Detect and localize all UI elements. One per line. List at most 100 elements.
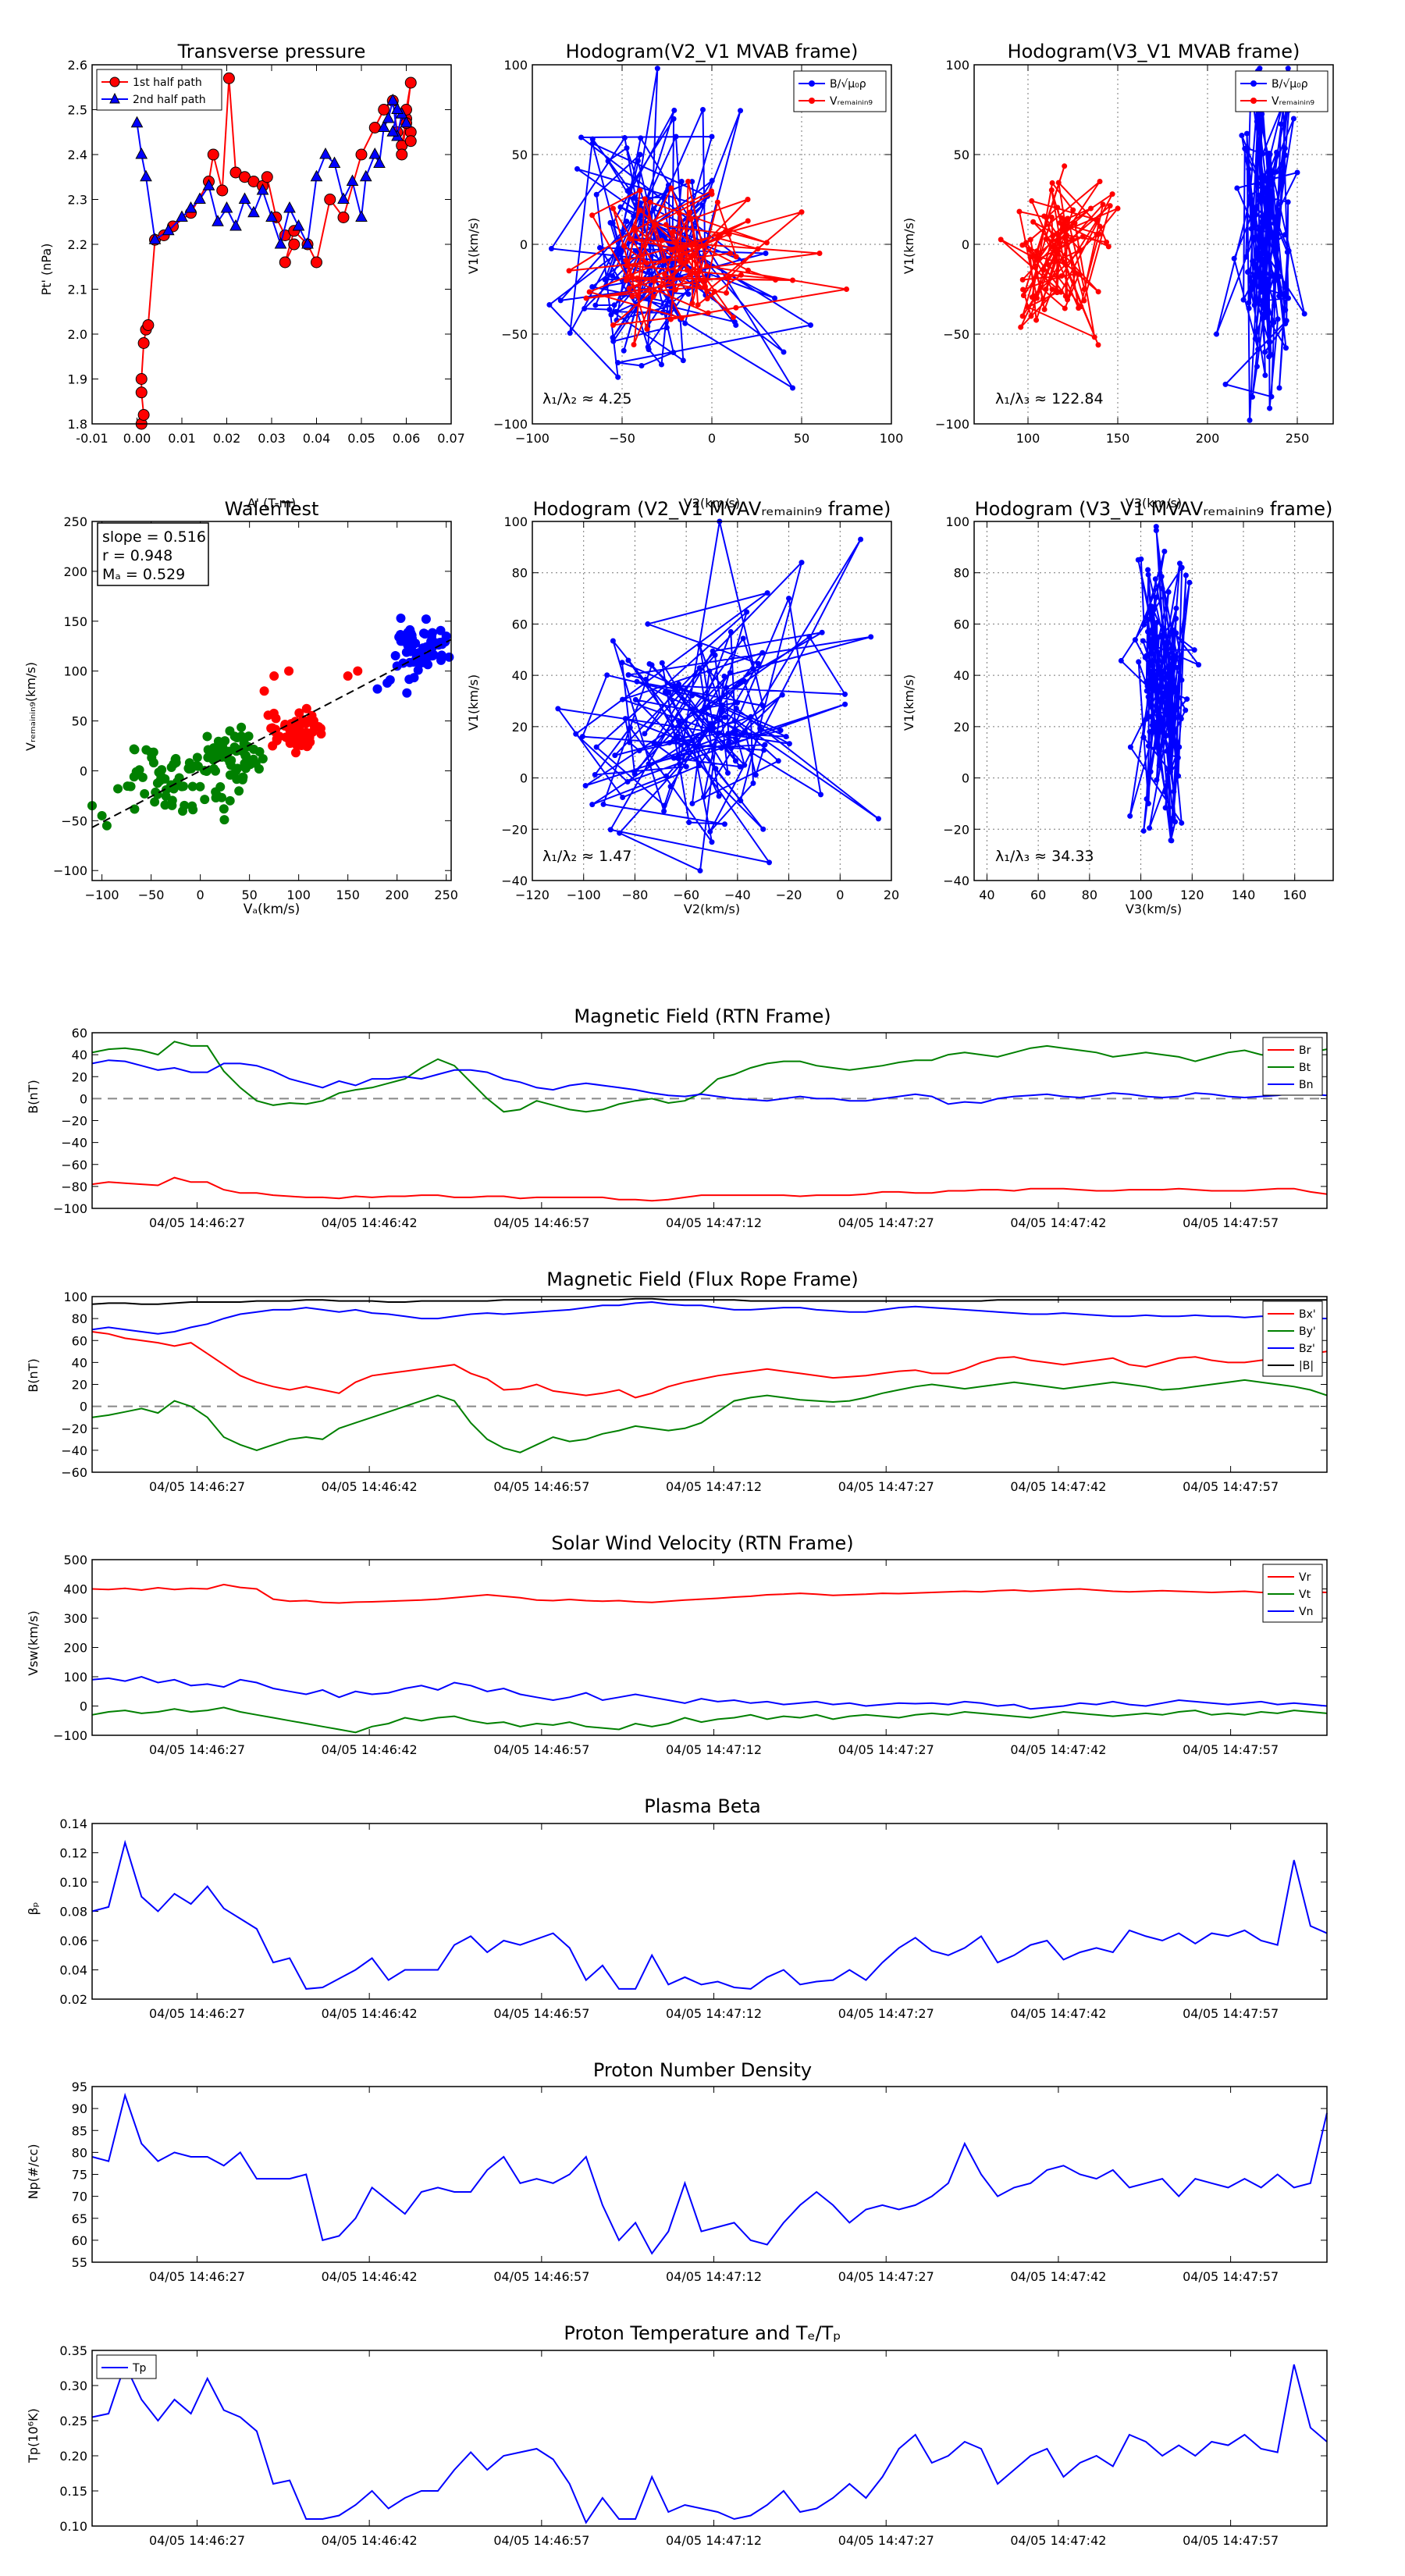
data-point	[130, 804, 140, 814]
data-point	[582, 305, 588, 311]
data-point	[671, 107, 678, 113]
data-point	[696, 665, 702, 671]
legend-label: B/√μ₀ρ	[1272, 78, 1308, 91]
data-point	[1081, 297, 1087, 304]
data-point	[706, 668, 713, 674]
data-point	[651, 221, 657, 227]
data-point	[428, 628, 438, 638]
x-axis-label: V3(km/s)	[1126, 902, 1182, 916]
data-point	[1072, 220, 1078, 226]
data-point	[1037, 284, 1044, 290]
y-tick-label: 70	[72, 2190, 87, 2204]
y-tick-label: −40	[61, 1136, 87, 1151]
legend-marker	[809, 80, 815, 87]
x-tick-label: 04/05 14:47:12	[666, 2269, 762, 2284]
eigenvalue-ratio: λ₁/λ₃ ≈ 122.84	[995, 390, 1104, 407]
data-point	[219, 804, 229, 814]
x-tick-label: 50	[794, 431, 809, 446]
data-point	[226, 756, 237, 766]
data-point	[1294, 169, 1300, 176]
chart-hodogram-2: 100 150 200 250 −100 −50 0 50 100 B/√μ₀ρ Vᵣₑₘₐᵢₙᵢₙ…	[935, 58, 1334, 446]
data-point	[1264, 311, 1271, 318]
data-point	[240, 759, 250, 769]
x-tick-label: 04/05 14:46:42	[322, 1479, 418, 1494]
data-point	[732, 728, 738, 735]
data-point	[592, 302, 599, 308]
data-point	[818, 792, 824, 798]
data-point	[649, 662, 655, 668]
plot-area	[92, 2087, 1327, 2262]
y-tick-label: 40	[72, 1355, 87, 1370]
data-point	[1183, 572, 1189, 578]
y-tick-label: 2.2	[68, 237, 87, 252]
data-point	[1118, 657, 1124, 664]
data-point	[404, 135, 417, 148]
data-point	[1094, 217, 1101, 223]
chart-title: Magnetic Field (Flux Rope Frame)	[546, 1268, 858, 1290]
data-point	[1165, 721, 1171, 728]
data-point	[1173, 615, 1179, 621]
panel-proton-temperature: Proton Temperature and Tₑ/Tₚ Tp(10⁶K)	[26, 2322, 841, 2464]
data-point	[762, 742, 768, 748]
data-point	[745, 267, 751, 273]
data-point	[1147, 628, 1153, 634]
legend-label: Vᵣₑₘₐᵢₙᵢₙ₉	[830, 95, 873, 108]
data-point	[764, 590, 770, 596]
data-point	[195, 781, 205, 792]
data-point	[1276, 385, 1282, 391]
data-point	[606, 307, 613, 313]
data-point	[1062, 163, 1068, 169]
x-tick-label: 04/05 14:46:27	[149, 1479, 245, 1494]
data-point	[1243, 254, 1249, 260]
chart-timeseries-10: 55 60 65 70 75 80 85 90 95 04/05 14:46:27 04/05 14…	[72, 2080, 1328, 2284]
y-tick-label: 100	[63, 1290, 87, 1304]
data-point	[1029, 254, 1035, 260]
legend-label: Bn	[1299, 1079, 1313, 1091]
x-tick-label: 60	[1030, 888, 1046, 902]
data-point	[808, 322, 813, 328]
data-point	[733, 322, 739, 328]
data-point	[1095, 342, 1101, 348]
plot-area	[92, 2350, 1327, 2526]
data-point	[744, 609, 750, 615]
y-tick-label: 40	[72, 1048, 87, 1062]
data-point	[659, 237, 665, 244]
data-point	[635, 158, 641, 164]
data-point	[772, 295, 777, 301]
data-point	[658, 361, 664, 368]
data-point	[763, 251, 769, 256]
data-point	[382, 111, 395, 123]
panel-walen-test: WalenTest Vₐ(km/s) Vᵣₑₘₐᵢₙᵢₙ₉(km/s) slop…	[23, 498, 318, 917]
data-point	[626, 285, 632, 291]
chart-title: Hodogram (V3_V1 MVAVᵣₑₘₐᵢₙᵢₙ₉ frame)	[975, 498, 1333, 520]
data-point	[816, 251, 823, 256]
data-point	[1256, 238, 1262, 244]
data-point	[799, 560, 805, 566]
data-point	[707, 728, 713, 734]
data-point	[1019, 276, 1026, 283]
data-point	[629, 274, 635, 280]
data-point	[1153, 524, 1159, 530]
data-point	[1165, 639, 1171, 645]
x-tick-label: 04/05 14:47:12	[666, 2533, 762, 2548]
data-point	[634, 678, 640, 685]
data-point	[620, 794, 626, 800]
data-point	[617, 830, 623, 836]
data-point	[1184, 696, 1190, 703]
y-tick-label: 0.15	[59, 2484, 87, 2499]
data-point	[607, 827, 614, 833]
data-point	[709, 133, 715, 140]
data-point	[643, 676, 649, 682]
y-tick-label: −40	[61, 1443, 87, 1458]
x-tick-label: −20	[776, 888, 802, 902]
legend-label: Bz'	[1299, 1343, 1315, 1355]
data-point	[418, 643, 428, 653]
data-point	[1163, 650, 1169, 656]
y-tick-label: −80	[61, 1179, 87, 1194]
chart-timeseries-8: −100 0 100 200 300 400 500 04/05 14:46:27 04/05 …	[53, 1553, 1328, 1757]
x-tick-label: 0	[197, 888, 205, 902]
data-point	[755, 660, 761, 667]
y-tick-label: −50	[61, 813, 87, 828]
data-point	[582, 783, 589, 789]
data-point	[589, 212, 596, 219]
